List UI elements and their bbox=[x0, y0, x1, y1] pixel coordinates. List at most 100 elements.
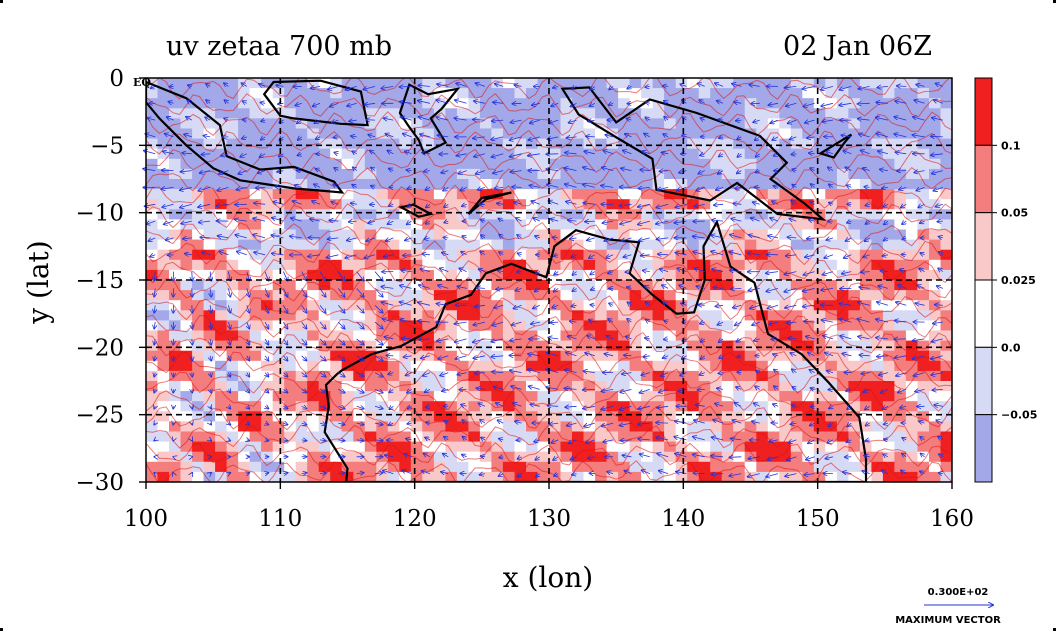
field-cell bbox=[572, 259, 585, 271]
field-cell bbox=[917, 98, 930, 109]
field-cell bbox=[526, 269, 539, 281]
field-cell bbox=[848, 431, 861, 443]
field-cell bbox=[882, 108, 895, 119]
field-cell bbox=[387, 340, 400, 352]
field-cell bbox=[629, 340, 642, 352]
field-cell bbox=[813, 78, 826, 89]
field-cell bbox=[410, 118, 423, 130]
wind-vector bbox=[406, 373, 412, 376]
field-cell bbox=[790, 118, 803, 130]
field-cell bbox=[272, 189, 285, 200]
chart-title: uv zetaa 700 mb bbox=[166, 31, 392, 62]
wind-vector bbox=[768, 236, 779, 238]
field-cell bbox=[399, 280, 412, 291]
wind-vector bbox=[192, 355, 193, 361]
field-cell bbox=[146, 381, 159, 392]
field-cell bbox=[652, 158, 665, 170]
field-cell bbox=[226, 290, 239, 301]
field-cell bbox=[848, 128, 861, 140]
field-cell bbox=[572, 330, 585, 342]
field-cell bbox=[652, 411, 665, 422]
field-cell bbox=[203, 461, 216, 473]
field-cell bbox=[721, 441, 734, 453]
wind-vector bbox=[810, 168, 815, 171]
wind-vector bbox=[714, 288, 724, 289]
field-cell bbox=[825, 209, 838, 220]
wind-vector bbox=[210, 305, 211, 313]
field-cell bbox=[364, 168, 377, 180]
field-cell bbox=[790, 179, 803, 190]
wind-vector bbox=[210, 355, 211, 361]
wind-vector bbox=[587, 336, 595, 339]
field-cell bbox=[929, 239, 942, 251]
field-cell bbox=[583, 78, 596, 89]
wind-vector bbox=[585, 221, 595, 222]
wind-vector bbox=[420, 269, 431, 272]
field-cell bbox=[687, 108, 700, 119]
field-cell bbox=[606, 411, 619, 422]
wind-vector bbox=[473, 137, 485, 139]
field-cell bbox=[572, 98, 585, 109]
field-cell bbox=[687, 269, 700, 281]
field-cell bbox=[364, 431, 377, 443]
field-cell bbox=[940, 330, 952, 342]
field-cell bbox=[871, 189, 884, 200]
wind-vector bbox=[788, 338, 797, 339]
wind-vector bbox=[785, 305, 797, 308]
field-cell bbox=[341, 411, 354, 422]
field-cell bbox=[526, 98, 539, 109]
field-cell bbox=[790, 189, 803, 200]
field-cell bbox=[652, 88, 665, 99]
field-cell bbox=[802, 431, 815, 443]
wind-vector bbox=[364, 103, 376, 105]
wind-vector bbox=[401, 117, 412, 120]
field-cell bbox=[479, 229, 492, 241]
field-cell bbox=[549, 461, 562, 473]
field-cell bbox=[905, 88, 918, 99]
x-tick-label: 110 bbox=[258, 506, 302, 532]
wind-vector bbox=[473, 120, 485, 121]
field-cell bbox=[813, 411, 826, 422]
field-cell bbox=[710, 340, 723, 352]
field-cell bbox=[537, 168, 550, 180]
field-cell bbox=[710, 158, 723, 170]
field-cell bbox=[203, 168, 216, 180]
field-cell bbox=[652, 401, 665, 412]
wind-vector bbox=[879, 373, 889, 376]
field-cell bbox=[318, 320, 331, 332]
field-cell bbox=[940, 300, 952, 311]
field-cell bbox=[882, 209, 895, 220]
wind-vector bbox=[583, 184, 595, 188]
field-cell bbox=[929, 138, 942, 150]
field-cell bbox=[756, 431, 769, 443]
field-cell bbox=[468, 290, 481, 301]
field-cell bbox=[687, 411, 700, 422]
wind-vector bbox=[584, 151, 595, 154]
field-cell bbox=[836, 431, 849, 443]
field-cell bbox=[215, 330, 228, 342]
field-cell bbox=[514, 128, 527, 140]
field-cell bbox=[859, 118, 872, 130]
field-cell bbox=[157, 330, 170, 342]
field-cell bbox=[387, 431, 400, 443]
field-cell bbox=[871, 421, 884, 433]
field-cell bbox=[215, 350, 228, 362]
wind-vector bbox=[514, 85, 522, 87]
field-cell bbox=[192, 330, 205, 342]
field-cell bbox=[652, 229, 665, 241]
field-cell bbox=[364, 78, 377, 89]
wind-vector bbox=[729, 457, 742, 458]
field-cell bbox=[238, 138, 251, 150]
field-cell bbox=[284, 78, 297, 89]
field-cell bbox=[203, 421, 216, 433]
wind-vector bbox=[847, 185, 852, 187]
field-cell bbox=[433, 411, 446, 422]
field-cell bbox=[756, 148, 769, 160]
field-cell bbox=[710, 239, 723, 251]
field-cell bbox=[468, 320, 481, 332]
field-cell bbox=[595, 209, 608, 220]
wind-vector bbox=[608, 272, 614, 274]
field-cell bbox=[894, 350, 907, 362]
field-cell bbox=[353, 381, 366, 392]
field-cell bbox=[272, 168, 285, 180]
